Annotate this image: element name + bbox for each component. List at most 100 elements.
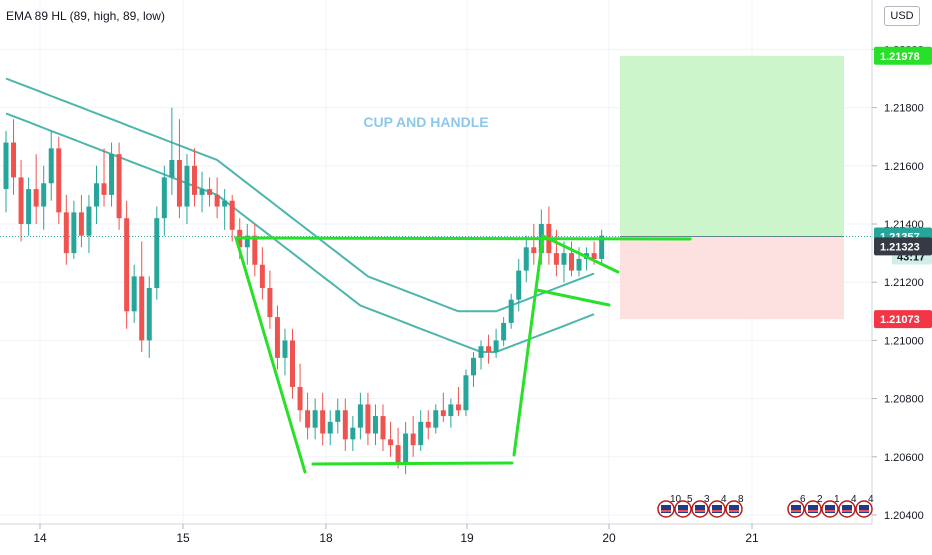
event-group1-flag[interactable]: 4 <box>708 494 727 518</box>
candle-body <box>101 183 107 195</box>
candle-body <box>63 212 69 254</box>
flag-icon <box>695 505 705 513</box>
event-group1-flag[interactable]: 10 <box>657 494 682 518</box>
event-group1-flag[interactable]: 3 <box>691 494 710 518</box>
candle-body <box>470 357 476 376</box>
event-group2-flag[interactable]: 6 <box>787 494 806 518</box>
candle-body <box>33 189 39 207</box>
candle-body <box>93 183 99 207</box>
target-price-label: 1.21978 <box>880 51 920 63</box>
candle-body <box>71 212 77 254</box>
currency-badge[interactable]: USD <box>884 6 920 26</box>
candle-body <box>395 445 401 463</box>
candle-body <box>516 270 522 300</box>
handle-price-label: 1.21323 <box>880 241 920 253</box>
ema-low-line <box>5 112 595 353</box>
candle-body <box>282 340 288 358</box>
y-tick-label: 1.20600 <box>884 452 924 464</box>
event-group2-flag[interactable]: 1 <box>821 494 840 518</box>
candles <box>3 107 605 475</box>
candle-body <box>342 410 348 440</box>
candle-body <box>455 404 461 411</box>
y-tick-label: 1.20400 <box>884 510 924 522</box>
candle-body <box>56 148 62 213</box>
flag-icon <box>825 505 835 513</box>
candle-body <box>41 183 47 207</box>
target-zone <box>620 55 844 237</box>
candle-body <box>274 317 280 358</box>
candle-body <box>448 404 454 417</box>
candle-body <box>433 410 439 428</box>
cup-left-side <box>234 236 307 474</box>
flag-icon <box>729 505 739 513</box>
event-group1-flag[interactable]: 8 <box>725 494 744 518</box>
candle-body <box>576 258 582 271</box>
flag-icon <box>859 505 869 513</box>
candle-body <box>327 421 333 434</box>
candle-body <box>523 247 529 271</box>
candle-body <box>78 212 84 236</box>
candle-body <box>463 375 469 411</box>
flag-count: 4 <box>868 494 874 505</box>
candle-body <box>305 410 311 428</box>
handle-price-label-bg <box>874 237 932 256</box>
flag-icon <box>678 505 688 513</box>
stop-zone <box>620 236 844 320</box>
price-axis[interactable]: 1.204001.206001.208001.210001.212001.214… <box>872 44 924 522</box>
event-group2-flag[interactable]: 4 <box>838 494 857 518</box>
flag-count: 4 <box>721 494 727 505</box>
candle-body <box>569 253 574 271</box>
candle-body <box>154 218 160 289</box>
ema-high-line <box>5 77 595 313</box>
candle-body <box>229 200 235 230</box>
event-group1-flag[interactable]: 5 <box>674 494 693 518</box>
candle-body <box>192 165 197 195</box>
flag-icon <box>791 505 801 513</box>
flag-icon <box>712 505 722 513</box>
flag-icon <box>808 505 818 513</box>
flag-count: 5 <box>687 494 693 505</box>
indicator-legend[interactable]: EMA 89 HL (89, high, 89, low) <box>6 9 165 23</box>
candle-body <box>146 288 152 341</box>
candle-body <box>259 264 265 289</box>
flag-count: 3 <box>704 494 710 505</box>
candle-body <box>418 421 424 446</box>
candle-body <box>561 253 567 265</box>
event-group2-flag[interactable]: 4 <box>855 494 874 518</box>
time-axis[interactable]: 14 15 18 19 20 21 <box>33 524 759 545</box>
candle-body <box>591 253 597 259</box>
candle-body <box>372 416 378 434</box>
candle-body <box>184 165 190 207</box>
candle-body <box>493 340 499 353</box>
x-tick-label: 19 <box>460 531 474 545</box>
stop-price-label-bg <box>874 310 932 329</box>
candle-body <box>335 410 341 422</box>
pattern-lines <box>234 234 692 474</box>
candle-body <box>486 346 492 353</box>
candle-body <box>357 404 363 428</box>
handle-upper <box>541 234 620 274</box>
candle-body <box>176 159 182 207</box>
candle-body <box>26 189 32 224</box>
candle-body <box>3 142 9 190</box>
cup-right-side <box>512 234 545 457</box>
candle-body <box>252 235 258 265</box>
candle-body <box>553 253 559 265</box>
candle-body <box>199 189 205 195</box>
candle-body <box>169 159 175 178</box>
candle-body <box>131 276 137 312</box>
candle-body <box>222 200 228 207</box>
candle-body <box>244 235 250 248</box>
event-markers[interactable]: 10 5 3 4 8 6 2 1 4 4 <box>657 494 874 518</box>
candle-body <box>18 177 24 224</box>
target-price-label-bg <box>874 46 932 65</box>
candle-body <box>124 218 130 312</box>
candle-body <box>267 288 273 318</box>
ema-lines <box>5 77 595 353</box>
event-group2-flag[interactable]: 2 <box>804 494 823 518</box>
candle-body <box>116 154 122 219</box>
candle-body <box>297 386 303 411</box>
